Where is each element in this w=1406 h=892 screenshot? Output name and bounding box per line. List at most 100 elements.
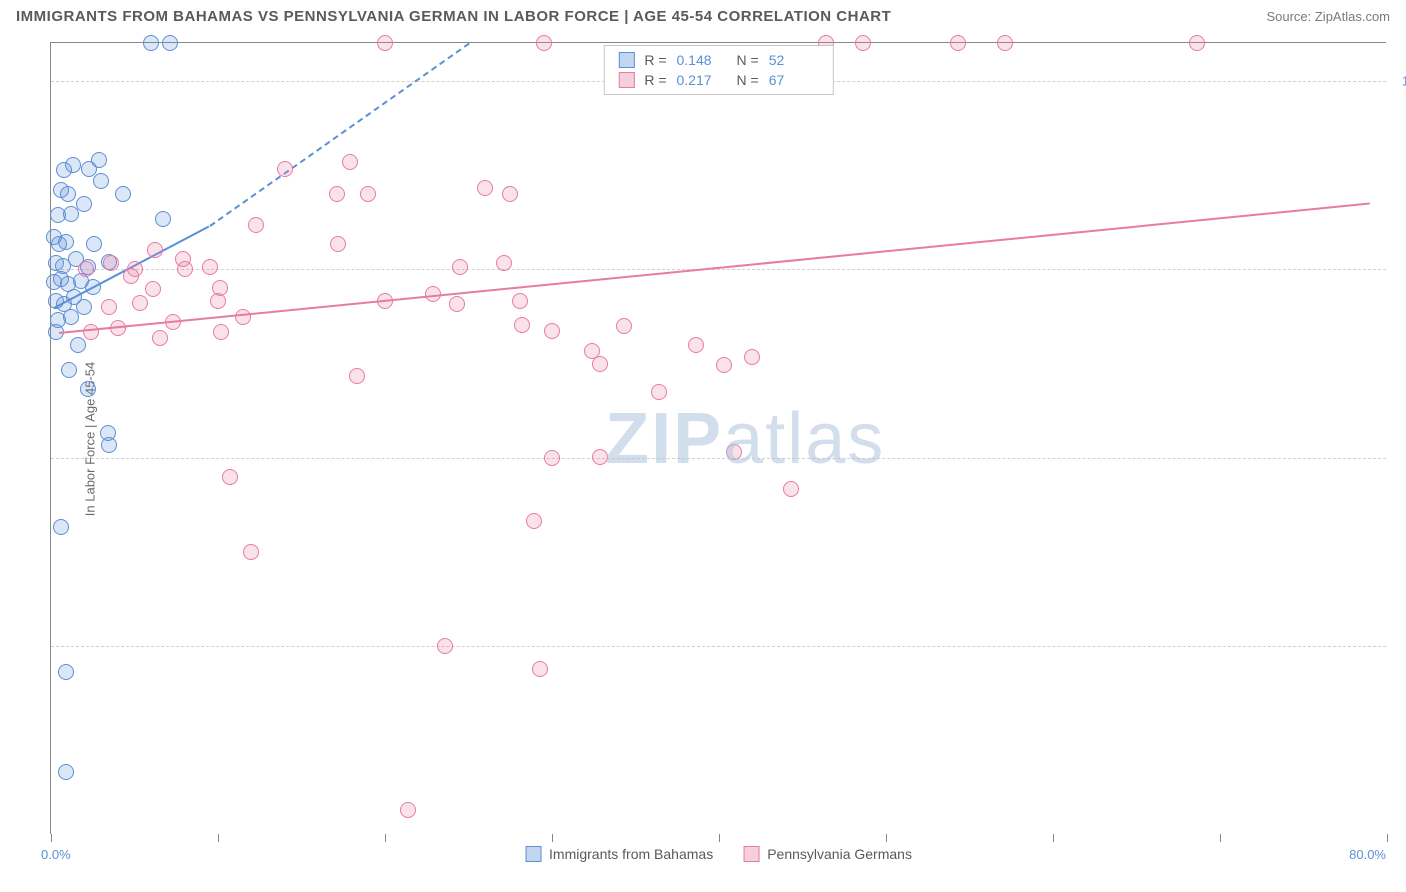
- chart-title: IMMIGRANTS FROM BAHAMAS VS PENNSYLVANIA …: [16, 8, 891, 25]
- scatter-point: [63, 309, 79, 325]
- scatter-point: [103, 255, 119, 271]
- scatter-point: [716, 357, 732, 373]
- scatter-point: [437, 638, 453, 654]
- scatter-point: [91, 152, 107, 168]
- scatter-point: [544, 450, 560, 466]
- scatter-point: [248, 217, 264, 233]
- x-axis-tick: [218, 834, 219, 842]
- scatter-point: [329, 186, 345, 202]
- stats-row-penn: R = 0.217 N = 67: [618, 70, 818, 90]
- stats-row-bahamas: R = 0.148 N = 52: [618, 50, 818, 70]
- scatter-point: [512, 293, 528, 309]
- scatter-point: [61, 362, 77, 378]
- scatter-point: [342, 154, 358, 170]
- scatter-point: [526, 513, 542, 529]
- scatter-point: [210, 293, 226, 309]
- gridline-h: [51, 269, 1386, 270]
- scatter-point: [222, 469, 238, 485]
- scatter-point: [155, 211, 171, 227]
- scatter-point: [1189, 35, 1205, 51]
- gridline-h: [51, 458, 1386, 459]
- scatter-point: [950, 35, 966, 51]
- x-axis-tick: [385, 834, 386, 842]
- series-legend: Immigrants from Bahamas Pennsylvania Ger…: [525, 846, 912, 862]
- scatter-point: [360, 186, 376, 202]
- scatter-point: [78, 261, 94, 277]
- scatter-point: [152, 330, 168, 346]
- scatter-point: [532, 661, 548, 677]
- x-axis-tick: [552, 834, 553, 842]
- watermark: ZIPatlas: [605, 398, 885, 480]
- scatter-point: [592, 356, 608, 372]
- scatter-point: [83, 324, 99, 340]
- gridline-h: [51, 646, 1386, 647]
- swatch-penn-icon: [743, 846, 759, 862]
- scatter-point: [147, 242, 163, 258]
- scatter-point: [162, 35, 178, 51]
- scatter-point: [502, 186, 518, 202]
- scatter-point: [235, 309, 251, 325]
- scatter-point: [58, 664, 74, 680]
- x-axis-max-label: 80.0%: [1349, 847, 1386, 862]
- scatter-point: [65, 157, 81, 173]
- scatter-point: [58, 234, 74, 250]
- x-axis-tick: [886, 834, 887, 842]
- stats-legend: R = 0.148 N = 52 R = 0.217 N = 67: [603, 45, 833, 95]
- scatter-point: [123, 268, 139, 284]
- scatter-point: [997, 35, 1013, 51]
- scatter-point: [452, 259, 468, 275]
- chart-header: IMMIGRANTS FROM BAHAMAS VS PENNSYLVANIA …: [0, 0, 1406, 29]
- scatter-point: [277, 161, 293, 177]
- scatter-point: [726, 444, 742, 460]
- x-axis-tick: [1053, 834, 1054, 842]
- x-axis-tick: [1387, 834, 1388, 842]
- scatter-point: [651, 384, 667, 400]
- scatter-point: [101, 437, 117, 453]
- x-axis-tick: [719, 834, 720, 842]
- plot-area: ZIPatlas R = 0.148 N = 52 R = 0.217 N = …: [51, 43, 1386, 834]
- swatch-bahamas: [618, 52, 634, 68]
- scatter-point: [60, 186, 76, 202]
- scatter-point: [243, 544, 259, 560]
- scatter-point: [536, 35, 552, 51]
- scatter-point: [592, 449, 608, 465]
- x-axis-tick: [1220, 834, 1221, 842]
- scatter-point: [544, 323, 560, 339]
- scatter-point: [175, 251, 191, 267]
- scatter-point: [330, 236, 346, 252]
- swatch-penn: [618, 72, 634, 88]
- scatter-point: [744, 349, 760, 365]
- scatter-point: [58, 764, 74, 780]
- chart-source: Source: ZipAtlas.com: [1266, 9, 1390, 24]
- scatter-point: [101, 299, 117, 315]
- x-axis-tick: [51, 834, 52, 842]
- scatter-point: [86, 236, 102, 252]
- scatter-point: [400, 802, 416, 818]
- scatter-point: [80, 381, 96, 397]
- scatter-point: [76, 299, 92, 315]
- scatter-point: [377, 35, 393, 51]
- y-axis-tick-label: 100.0%: [1402, 73, 1406, 88]
- swatch-bahamas-icon: [525, 846, 541, 862]
- scatter-point: [93, 173, 109, 189]
- scatter-point: [349, 368, 365, 384]
- scatter-point: [53, 519, 69, 535]
- scatter-point: [688, 337, 704, 353]
- x-axis-min-label: 0.0%: [41, 847, 71, 862]
- legend-item-bahamas: Immigrants from Bahamas: [525, 846, 713, 862]
- legend-item-penn: Pennsylvania Germans: [743, 846, 912, 862]
- scatter-point: [616, 318, 632, 334]
- scatter-point: [514, 317, 530, 333]
- scatter-chart: In Labor Force | Age 45-54 ZIPatlas R = …: [50, 42, 1386, 834]
- scatter-point: [855, 35, 871, 51]
- scatter-point: [143, 35, 159, 51]
- scatter-point: [70, 337, 86, 353]
- scatter-point: [213, 324, 229, 340]
- scatter-point: [496, 255, 512, 271]
- scatter-point: [477, 180, 493, 196]
- scatter-point: [145, 281, 161, 297]
- scatter-point: [202, 259, 218, 275]
- scatter-point: [132, 295, 148, 311]
- scatter-point: [449, 296, 465, 312]
- scatter-point: [76, 196, 92, 212]
